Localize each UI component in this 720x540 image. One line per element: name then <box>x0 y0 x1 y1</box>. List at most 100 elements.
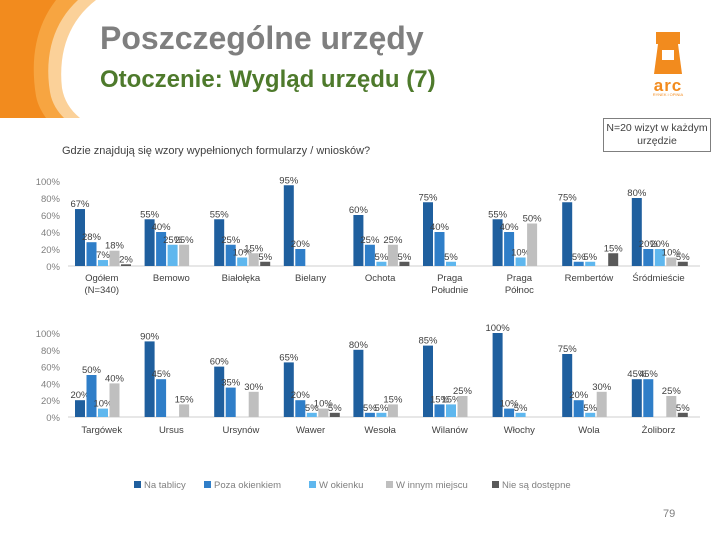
y-tick-label: 80% <box>41 194 61 205</box>
bar <box>423 345 433 417</box>
bar-charts: 100% 80% 60% 40% 20% 0% 67% 28% 7%18% 2%Ogółem(N=… <box>36 175 700 491</box>
data-label: 65% <box>279 352 299 363</box>
data-label: 10% <box>233 248 253 259</box>
legend-swatch <box>204 481 211 488</box>
data-label: 5% <box>583 403 597 414</box>
data-label: 25% <box>453 386 473 397</box>
bar <box>353 215 364 266</box>
bar <box>515 412 526 417</box>
legend-swatch <box>386 481 393 488</box>
data-label: 67% <box>70 199 90 210</box>
data-label: 25% <box>360 235 380 246</box>
data-label: 5% <box>514 403 528 414</box>
data-label: 25% <box>383 235 403 246</box>
data-label: 30% <box>244 382 264 393</box>
bar <box>144 219 155 266</box>
x-tick-label: Praga <box>507 273 533 284</box>
data-label: 18% <box>105 241 125 252</box>
data-label: 60% <box>210 357 230 368</box>
legend-label: W innym miejscu <box>396 480 468 491</box>
bar <box>98 408 108 417</box>
data-label: 75% <box>558 344 578 355</box>
bar <box>399 261 410 266</box>
bar <box>492 333 503 417</box>
data-label: 60% <box>349 205 369 216</box>
y-tick-label: 0% <box>46 262 60 273</box>
x-tick-label: Wilanów <box>432 425 468 436</box>
bar <box>237 257 248 266</box>
x-tick-label: Ochota <box>365 273 396 284</box>
data-label: 5% <box>444 252 458 263</box>
bar <box>666 257 677 266</box>
data-label: 5% <box>258 252 272 263</box>
x-tick-label: Białołęka <box>222 273 261 284</box>
y-tick-label: 20% <box>41 396 61 407</box>
bar <box>677 261 688 266</box>
page-title: Poszczególne urzędy <box>100 20 424 56</box>
legend-label: Poza okienkiem <box>214 480 281 491</box>
bar <box>492 219 503 266</box>
bar <box>364 244 375 266</box>
bar <box>306 412 317 417</box>
data-label: 5% <box>328 403 342 414</box>
x-tick-label: Śródmieście <box>632 272 684 284</box>
data-label: 85% <box>418 336 438 347</box>
bar <box>260 261 271 266</box>
bar <box>434 232 445 266</box>
bar <box>156 232 167 266</box>
bar <box>631 198 642 266</box>
legend-label: Na tablicy <box>144 480 186 491</box>
x-tick-label: Targówek <box>81 425 122 436</box>
bar <box>677 412 688 417</box>
data-label: 20% <box>639 239 659 250</box>
bar <box>248 391 259 417</box>
survey-question: Gdzie znajdują się wzory wypełnionych fo… <box>62 145 371 157</box>
bar <box>504 232 515 266</box>
x-tick-label: (N=340) <box>84 285 119 296</box>
bar <box>515 257 526 266</box>
data-label: 10% <box>314 399 334 410</box>
data-label: 40% <box>152 222 172 233</box>
decorative-swirl <box>0 0 96 118</box>
bar <box>318 408 329 417</box>
bar <box>329 412 340 417</box>
data-label: 25% <box>175 235 195 246</box>
bar <box>179 244 190 266</box>
legend-label: Nie są dostępne <box>502 480 571 491</box>
data-label: 75% <box>418 192 438 203</box>
bar <box>121 264 131 266</box>
bar <box>248 253 259 266</box>
bar <box>573 400 584 417</box>
data-label: 80% <box>349 340 369 351</box>
x-tick-label: Bielany <box>295 273 326 284</box>
data-label: 75% <box>558 192 578 203</box>
logo-text: arc <box>653 76 683 95</box>
logo-subtext: RYNEK i OPINIA <box>652 92 684 97</box>
data-label: 15% <box>383 394 403 405</box>
bar <box>364 412 375 417</box>
bar <box>179 404 190 417</box>
bar <box>353 349 364 417</box>
bar <box>144 341 155 417</box>
bar <box>573 261 584 266</box>
bar <box>214 219 225 266</box>
bar <box>643 249 654 266</box>
y-tick-label: 60% <box>41 211 61 222</box>
bar <box>376 412 387 417</box>
bar <box>98 260 108 266</box>
page-subtitle: Otoczenie: Wygląd urzędu (7) <box>100 66 436 93</box>
legend-swatch <box>492 481 499 488</box>
data-label: 15% <box>430 394 450 405</box>
data-label: 50% <box>82 365 102 376</box>
data-label: 20% <box>569 390 589 401</box>
data-label: 25% <box>221 235 241 246</box>
data-label: 25% <box>662 386 682 397</box>
data-label: 45% <box>627 369 647 380</box>
data-label: 15% <box>604 243 624 254</box>
data-label: 5% <box>676 403 690 414</box>
bar <box>167 244 178 266</box>
data-label: 5% <box>375 252 389 263</box>
x-tick-label: Rembertów <box>565 273 614 284</box>
bar <box>295 249 306 266</box>
bar <box>387 244 398 266</box>
